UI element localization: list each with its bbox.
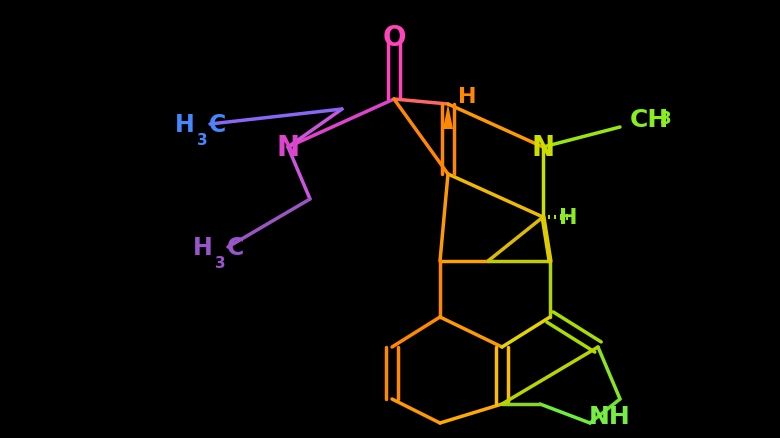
Text: O: O	[382, 24, 406, 52]
Text: NH: NH	[589, 404, 631, 428]
Text: N: N	[276, 134, 300, 162]
Text: 3: 3	[197, 133, 207, 148]
Text: C: C	[209, 113, 226, 137]
Text: H: H	[176, 113, 195, 137]
Text: N: N	[531, 134, 555, 162]
Text: H: H	[458, 87, 477, 107]
Text: C: C	[227, 236, 244, 259]
Text: 3: 3	[215, 255, 225, 270]
Text: 3: 3	[660, 110, 672, 128]
Text: CH: CH	[630, 108, 669, 132]
Text: H: H	[559, 208, 577, 227]
Polygon shape	[443, 105, 453, 130]
Text: H: H	[193, 236, 213, 259]
